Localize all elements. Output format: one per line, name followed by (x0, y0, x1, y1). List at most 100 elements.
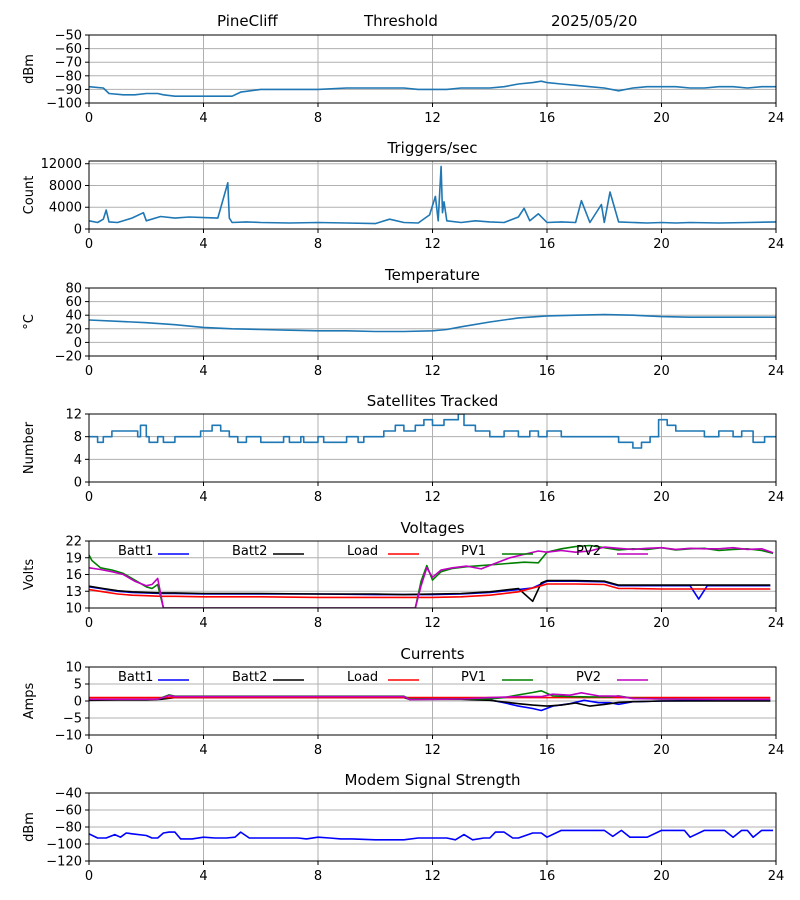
panel-1-y-tick-label: −80 (55, 69, 82, 84)
panel-5-legend-label-pv1: PV1 (461, 544, 486, 559)
panel-7-x-tick-label: 8 (314, 869, 322, 884)
panel-5-legend-label-batt1: Batt1 (118, 544, 153, 559)
panel-6-legend-label-pv1: PV1 (461, 670, 486, 685)
panel-6-y-tick-label: 0 (74, 695, 82, 710)
panel-1-x-tick-label: 16 (539, 111, 556, 126)
panel-2-x-tick-label: 12 (424, 237, 441, 252)
panel-1-y-tick-label: −90 (55, 83, 82, 98)
panel-2-y-tick-label: 8000 (49, 179, 82, 194)
panel-7-y-tick-label: −60 (55, 804, 82, 819)
panel-6-x-tick-label: 16 (539, 743, 556, 758)
panel-1-series-line-1 (89, 80, 776, 97)
panel-2-x-tick-label: 24 (768, 237, 785, 252)
panel-5-series-pv1 (89, 544, 774, 608)
panel-4-x-tick-label: 16 (539, 490, 556, 505)
panel-4-y-tick-label: 4 (74, 453, 82, 468)
panel-4-x-tick-label: 20 (653, 490, 670, 505)
panel-3-y-axis-label: °C (22, 314, 37, 330)
panel-6-x-tick-label: 20 (653, 743, 670, 758)
panel-5-legend-label-pv2: PV2 (576, 544, 601, 559)
panel-5-y-tick-label: 13 (65, 585, 82, 600)
panel-1-x-tick-label: 0 (85, 111, 93, 126)
panel-3-y-tick-label: −20 (55, 350, 82, 365)
panel-6-y-tick-label: 5 (74, 678, 82, 693)
panel-6-y-tick-label: −5 (63, 712, 82, 727)
panel-2-x-tick-label: 8 (314, 237, 322, 252)
panel-4-y-tick-label: 8 (74, 430, 82, 445)
panel-6-x-tick-label: 4 (199, 743, 207, 758)
panel-4-x-tick-label: 8 (314, 490, 322, 505)
panel-3-title: Temperature (384, 266, 480, 284)
panel-3-x-tick-label: 8 (314, 364, 322, 379)
panel-2-title: Triggers/sec (387, 139, 478, 157)
panel-4-y-tick-label: 12 (65, 408, 82, 423)
panel-7-x-tick-label: 12 (424, 869, 441, 884)
panel-5-legend-label-load: Load (347, 544, 378, 559)
panel-5-y-tick-label: 22 (65, 535, 82, 550)
panel-6-y-axis-label: Amps (22, 682, 37, 719)
panel-1-x-tick-label: 8 (314, 111, 322, 126)
panel-1-x-tick-label: 4 (199, 111, 207, 126)
panel-5-title: Voltages (400, 519, 464, 537)
panel-1-y-tick-label: −50 (55, 29, 82, 44)
panel-1-y-tick-label: −100 (46, 97, 82, 112)
panel-7-title: Modem Signal Strength (345, 771, 521, 789)
panel-5-x-tick-label: 4 (199, 616, 207, 631)
panel-7-x-tick-label: 20 (653, 869, 670, 884)
panel-3-x-tick-label: 24 (768, 364, 785, 379)
panel-5-y-axis-label: Volts (22, 559, 37, 591)
panel-2-x-tick-label: 0 (85, 237, 93, 252)
panel-4-x-tick-label: 24 (768, 490, 785, 505)
panel-1-y-tick-label: −60 (55, 42, 82, 57)
panel-7-x-tick-label: 16 (539, 869, 556, 884)
panel-7-series-line-1 (89, 829, 774, 841)
panel-7-y-tick-label: −120 (46, 855, 82, 870)
panel-5-series-load (89, 583, 771, 599)
panel-5-x-tick-label: 24 (768, 616, 785, 631)
panel-5-x-tick-label: 12 (424, 616, 441, 631)
panel-3-y-tick-label: 40 (65, 309, 82, 324)
panel-6-x-tick-label: 0 (85, 743, 93, 758)
panel-1-x-tick-label: 12 (424, 111, 441, 126)
panel-2-y-tick-label: 0 (74, 223, 82, 238)
panel-5-series-pv2 (89, 546, 774, 608)
panel-5-y-tick-label: 10 (65, 602, 82, 617)
panel-2-x-tick-label: 4 (199, 237, 207, 252)
panel-7-y-tick-label: −80 (55, 821, 82, 836)
panel-2-y-tick-label: 4000 (49, 201, 82, 216)
panel-2-y-axis-label: Count (22, 176, 37, 215)
panel-1-y-tick-label: −70 (55, 56, 82, 71)
panel-3-x-tick-label: 16 (539, 364, 556, 379)
panel-3-x-tick-label: 4 (199, 364, 207, 379)
panel-6-legend-label-batt2: Batt2 (232, 670, 267, 685)
panel-5-y-tick-label: 16 (65, 568, 82, 583)
panel-6-x-tick-label: 12 (424, 743, 441, 758)
panel-3-y-tick-label: 80 (65, 282, 82, 297)
panel-7-x-tick-label: 0 (85, 869, 93, 884)
panel-4-title: Satellites Tracked (367, 392, 498, 410)
panel-1-x-tick-label: 20 (653, 111, 670, 126)
header-date: 2025/05/20 (551, 12, 638, 30)
panel-4-x-tick-label: 4 (199, 490, 207, 505)
panel-5-x-tick-label: 8 (314, 616, 322, 631)
panel-3-x-tick-label: 0 (85, 364, 93, 379)
panel-6-x-tick-label: 24 (768, 743, 785, 758)
panel-6-series-pv2 (89, 691, 771, 701)
panel-1-y-axis-label: dBm (22, 54, 37, 84)
panel-2-x-tick-label: 16 (539, 237, 556, 252)
panel-6-legend-label-pv2: PV2 (576, 670, 601, 685)
panel-3-y-tick-label: 20 (65, 322, 82, 337)
panel-6-legend-label-load: Load (347, 670, 378, 685)
panel-6-x-tick-label: 8 (314, 743, 322, 758)
panel-4-x-tick-label: 12 (424, 490, 441, 505)
panel-1-x-tick-label: 24 (768, 111, 785, 126)
panel-5-x-tick-label: 0 (85, 616, 93, 631)
panel-4-x-tick-label: 0 (85, 490, 93, 505)
panel-2-series-line-1 (89, 165, 776, 225)
panel-5-x-tick-label: 16 (539, 616, 556, 631)
panel-6-y-tick-label: −10 (55, 729, 82, 744)
header-mode: Threshold (364, 12, 438, 30)
panel-6-legend-label-batt1: Batt1 (118, 670, 153, 685)
panel-3-x-tick-label: 12 (424, 364, 441, 379)
panel-4-y-tick-label: 0 (74, 476, 82, 491)
